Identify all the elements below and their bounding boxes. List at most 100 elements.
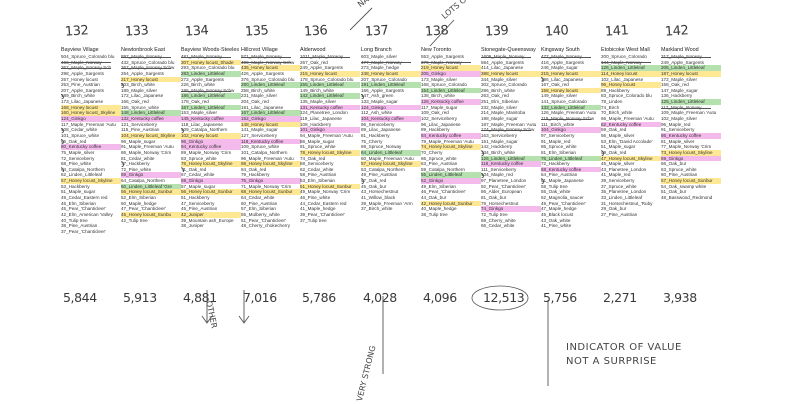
species-row: 38_Tulip tree — [421, 211, 448, 217]
column-header: Stonegate-Queensway — [481, 47, 536, 53]
species-row: 64_Cedar_white — [241, 195, 275, 201]
species-row: 70_Birch_white — [601, 110, 633, 116]
species-row: 60_Linden_Littleleaf 'Gre — [121, 183, 181, 190]
species-row: 114_Honey locust — [601, 70, 661, 77]
species-row: 134_Birch_white — [481, 150, 541, 156]
species-row: 69_Spruce_Norway — [361, 144, 402, 150]
species-row: 47_Maple_hedge — [541, 206, 577, 212]
species-row: 435_Honey locust — [241, 65, 301, 71]
species-row: 178_Oak_red — [181, 99, 209, 105]
species-row: 253_Pine_Austrian — [61, 82, 100, 88]
species-row: 37_Spruce_white — [601, 183, 637, 189]
species-row: 50_Maple_hedge — [121, 200, 157, 206]
species-row: 91_Maple_Freeman 'Autu — [121, 144, 174, 150]
species-row: 71_Maple_Norway 'Crim — [241, 183, 292, 189]
species-row: 172_Maple_silver — [661, 76, 698, 82]
species-row: 42_Honey locust_Sunbur — [421, 200, 481, 207]
species-row: 264_Apple_Sargents — [121, 70, 164, 76]
species-row: 48_Basswood_Redmond — [661, 195, 713, 201]
species-row: 133_Linden_Littleleaf — [541, 104, 601, 111]
species-row: 168_Spruce_Colorado — [421, 82, 467, 88]
species-row: 167_Linden_Littleleaf — [181, 104, 241, 111]
species-row: 286_Birch_white — [481, 87, 515, 93]
species-row: 215_Honey locust — [541, 70, 601, 77]
species-row: 81_Maple_silver — [661, 138, 695, 144]
species-row: 432_Spruce_Colorado blu — [121, 59, 175, 65]
neighbourhood-column: 141 Etobicoke West Mall 200_Spruce_Colorad… — [601, 23, 661, 305]
species-row: 63_Spruce_white — [661, 166, 697, 172]
species-row: 43_Oak_white — [541, 217, 571, 223]
species-row: 60_Pine_Austrian — [241, 200, 278, 206]
species-row: 147_Maple_sugar — [661, 87, 698, 93]
species-row: 1011_Maple_Norway — [300, 54, 360, 60]
species-row: 101_Catalpa_Northern — [241, 149, 288, 155]
species-row: 31_Horsechestnut_'Ruby — [601, 200, 653, 206]
species-row: 66_Maple_Freeman 'Autu — [601, 116, 654, 122]
species-row: 40_Maple_hedge — [421, 206, 457, 212]
species-row: 273_Maple_hedge — [361, 65, 400, 71]
species-row: 111_Birch_white — [541, 121, 575, 127]
species-row: 49_Pear_'Chanticleer' — [541, 200, 586, 206]
species-row: 102_Lilac_Japanese — [601, 76, 644, 82]
species-row: 118_Kentucky coffee — [481, 161, 541, 167]
species-row: 138_Birch_white — [421, 93, 455, 99]
species-row: 91_Maple_red — [541, 138, 571, 144]
species-row: 172_Lilac_Japanese — [121, 93, 164, 99]
column-total: 5,844 — [63, 290, 97, 305]
column-handwritten-number: 140 — [544, 23, 569, 40]
species-row: 66_Spruce_white — [421, 155, 457, 161]
species-row: 117_Maple_Freeman 'Autu — [61, 121, 116, 127]
species-row: 88_Honey locust_Skyline — [241, 161, 301, 167]
species-row: 81_Spruce_white — [300, 144, 336, 150]
species-row: 249_Apple_Sargents — [300, 65, 343, 71]
species-row: 53_Hackberry — [61, 183, 90, 189]
species-row: 153_Maple_silver — [181, 110, 218, 116]
column-total: 4,028 — [363, 290, 397, 305]
species-row: 51_Pear_'Chanticleer' — [241, 217, 286, 223]
species-row: 83_Spruce_white — [181, 155, 217, 161]
column-total: 5,913 — [123, 290, 157, 305]
species-row: 481_Maple_Norway — [181, 54, 241, 60]
species-row: 49_Maple_Norway 'Crim — [300, 189, 351, 195]
species-row: 76_Linden_Littleleaf — [541, 155, 601, 162]
species-row: 149_Birch_white — [300, 87, 334, 93]
species-row: 80_Kentucky coffee — [61, 144, 121, 150]
species-row: 155_Spruce_white — [121, 104, 160, 110]
species-row: 84_Oak_red — [241, 166, 267, 172]
species-row: 59_Oak_red — [601, 127, 627, 133]
species-row: 141_Spruce_Colorado — [541, 99, 587, 105]
species-row: 163_Serviceberry — [481, 132, 518, 138]
species-row: 126_Linden_Littleleaf — [481, 155, 541, 162]
species-row: 72_Pine_white — [121, 166, 152, 172]
species-row: 126_Maple_Freeman 'Autu — [541, 110, 597, 116]
species-row: 267_Oak_red — [300, 59, 328, 65]
species-row: 53_Elm_Siberian — [300, 178, 335, 184]
species-row: 101_Spruce_white — [61, 132, 100, 138]
neighbourhood-column: 134 Bayview Woods-Steeles 481_Maple_Norway… — [181, 23, 241, 305]
column-header: Bayview Woods-Steeles — [181, 47, 240, 53]
species-row: 1609_Maple_Norway — [481, 54, 541, 60]
species-row: 39_Serviceberry — [601, 178, 635, 184]
species-row: 181_Lilac_Japanese — [241, 104, 284, 110]
column-handwritten-number: 141 — [604, 23, 629, 40]
species-row: 186_Linden_Littleleaf — [181, 93, 241, 100]
species-row: 584_Apple_Sargents — [481, 59, 524, 65]
species-row: 416_Apple_Sargents — [541, 59, 584, 65]
species-row: 62_Kentucky coffee — [601, 121, 661, 128]
species-row: 81_Elm_Siberian — [541, 149, 576, 155]
species-row: 109_Oak_red — [421, 110, 449, 116]
species-row: 96_Ginkgo — [181, 138, 241, 145]
species-row: 42_Elm_American 'Valley — [61, 211, 113, 217]
species-row: 60_Maple_Freeman 'Autu — [361, 155, 414, 161]
species-row: 147_Ash_green — [361, 93, 421, 100]
species-row: 160_Honey locust_Skyline — [61, 110, 121, 117]
species-row: 35_Planetree_London — [601, 189, 647, 195]
species-row: 173_Maple_silver — [421, 76, 458, 82]
neighbourhood-column: 142 Markland Wood 317_Maple_Norway 249_Appl… — [661, 23, 721, 305]
species-row: 81_Hackberry — [361, 132, 390, 138]
species-row: 75_Maple_silver — [61, 149, 95, 155]
species-row: 91_Serviceberry — [661, 127, 695, 133]
species-row: 81_Cedar_white — [121, 155, 155, 161]
species-row: 49_Cedar_Eastern red — [61, 195, 108, 201]
species-row: 44_Oak_bur — [421, 195, 447, 201]
